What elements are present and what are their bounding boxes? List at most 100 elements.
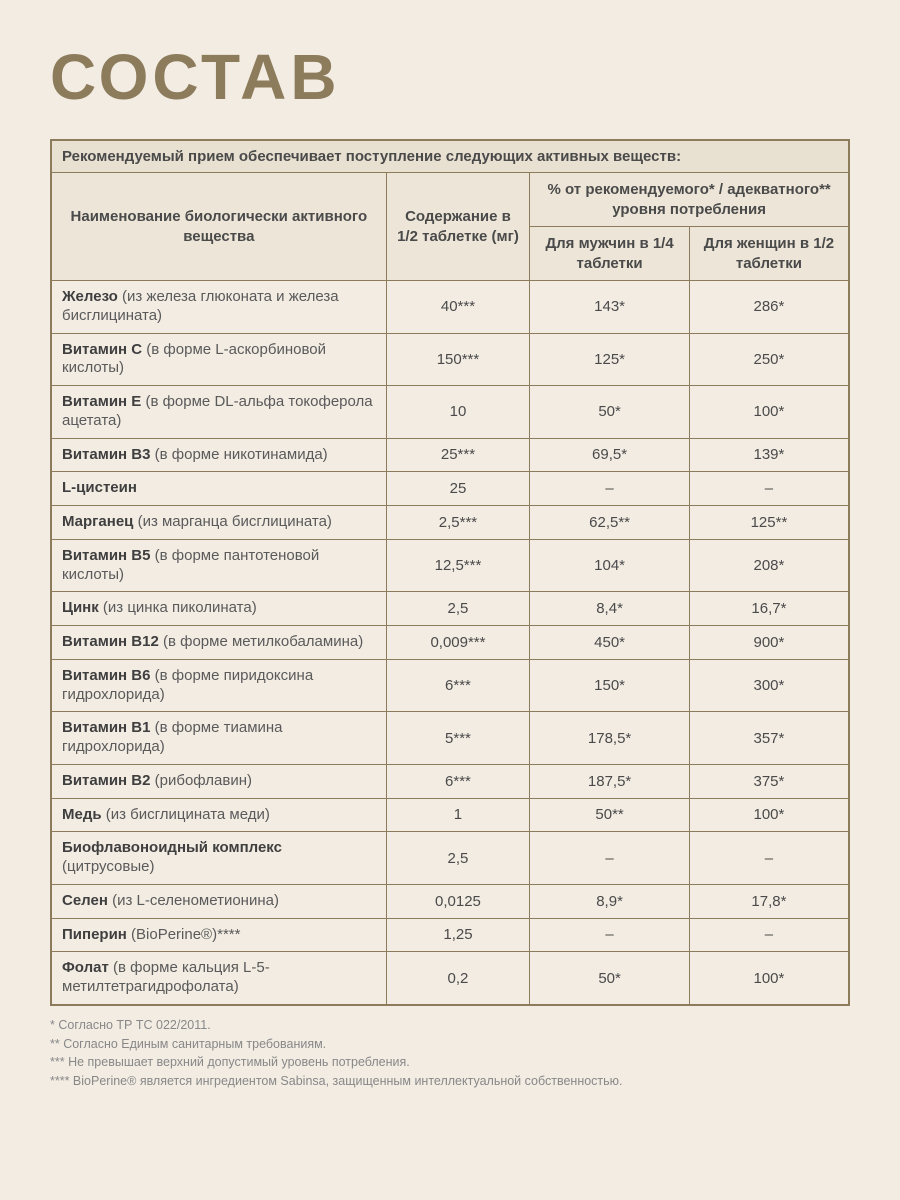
cell-women: 208*	[689, 539, 849, 592]
cell-content: 5***	[386, 712, 530, 765]
ingredient-bold: Марганец	[62, 513, 133, 530]
ingredient-bold: Биофлавоноидный комплекс	[62, 839, 282, 856]
table-caption: Рекомендуемый прием обеспечивает поступл…	[51, 140, 849, 173]
cell-content: 1	[386, 798, 530, 832]
cell-women: 100*	[689, 952, 849, 1005]
ingredient-bold: Пиперин	[62, 926, 127, 943]
cell-men: 8,9*	[530, 884, 690, 918]
cell-content: 0,2	[386, 952, 530, 1005]
cell-women: –	[689, 918, 849, 952]
ingredient-bold: Витамин С	[62, 341, 142, 358]
cell-content: 25	[386, 472, 530, 506]
ingredient-bold: Железо	[62, 288, 118, 305]
cell-name: Витамин В1 (в форме тиамина гидрохлорида…	[51, 712, 386, 765]
cell-women: 100*	[689, 386, 849, 439]
table-row: Витамин В2 (рибофлавин)6***187,5*375*	[51, 764, 849, 798]
col-header-men: Для мужчин в 1/4 таблетки	[530, 227, 690, 281]
composition-table: Рекомендуемый прием обеспечивает поступл…	[50, 139, 850, 1006]
footnotes-block: * Согласно ТР ТС 022/2011.** Согласно Ед…	[50, 1016, 850, 1091]
cell-name: Витамин В2 (рибофлавин)	[51, 764, 386, 798]
cell-women: 250*	[689, 333, 849, 386]
cell-name: L-цистеин	[51, 472, 386, 506]
cell-name: Витамин В5 (в форме пантотеновой кислоты…	[51, 539, 386, 592]
cell-men: 69,5*	[530, 438, 690, 472]
cell-name: Витамин В3 (в форме никотинамида)	[51, 438, 386, 472]
cell-men: 150*	[530, 659, 690, 712]
ingredient-detail: (из бисглицината меди)	[102, 806, 270, 823]
cell-women: 16,7*	[689, 592, 849, 626]
cell-content: 10	[386, 386, 530, 439]
cell-name: Витамин Е (в форме DL-альфа токоферола а…	[51, 386, 386, 439]
page-title: СОСТАВ	[50, 40, 850, 114]
cell-women: 17,8*	[689, 884, 849, 918]
footnote-line: **** BioPerine® является ингредиентом Sa…	[50, 1072, 850, 1091]
ingredient-bold: Витамин В6	[62, 667, 150, 684]
ingredient-detail: (цитрусовые)	[62, 858, 154, 875]
cell-women: 125**	[689, 506, 849, 540]
ingredient-bold: L-цистеин	[62, 479, 137, 496]
cell-name: Селен (из L-селенометионина)	[51, 884, 386, 918]
col-header-pct-group: % от рекомендуемого* / адекватного** уро…	[530, 173, 849, 227]
cell-content: 0,009***	[386, 626, 530, 660]
cell-name: Биофлавоноидный комплекс (цитрусовые)	[51, 832, 386, 885]
cell-content: 2,5	[386, 832, 530, 885]
cell-name: Медь (из бисглицината меди)	[51, 798, 386, 832]
col-header-women: Для женщин в 1/2 таблетки	[689, 227, 849, 281]
cell-men: 50**	[530, 798, 690, 832]
cell-name: Железо (из железа глюконата и железа бис…	[51, 281, 386, 334]
ingredient-bold: Витамин Е	[62, 393, 141, 410]
cell-men: 125*	[530, 333, 690, 386]
cell-content: 6***	[386, 764, 530, 798]
cell-name: Цинк (из цинка пиколината)	[51, 592, 386, 626]
table-row: Селен (из L-селенометионина)0,01258,9*17…	[51, 884, 849, 918]
cell-men: 104*	[530, 539, 690, 592]
ingredient-detail: (BioPerine®)****	[127, 926, 241, 943]
cell-men: 450*	[530, 626, 690, 660]
cell-name: Витамин В12 (в форме метилкобаламина)	[51, 626, 386, 660]
cell-content: 2,5	[386, 592, 530, 626]
cell-name: Марганец (из марганца бисглицината)	[51, 506, 386, 540]
ingredient-detail: (в форме метилкобаламина)	[159, 633, 363, 650]
table-row: Железо (из железа глюконата и железа бис…	[51, 281, 849, 334]
ingredient-bold: Селен	[62, 892, 108, 909]
cell-content: 2,5***	[386, 506, 530, 540]
cell-men: –	[530, 918, 690, 952]
table-row: Биофлавоноидный комплекс (цитрусовые)2,5…	[51, 832, 849, 885]
cell-men: 50*	[530, 386, 690, 439]
cell-men: –	[530, 832, 690, 885]
table-row: Витамин В3 (в форме никотинамида)25***69…	[51, 438, 849, 472]
cell-men: 143*	[530, 281, 690, 334]
cell-name: Витамин В6 (в форме пиридоксина гидрохло…	[51, 659, 386, 712]
cell-women: 357*	[689, 712, 849, 765]
ingredient-detail: (из марганца бисглицината)	[133, 513, 332, 530]
ingredient-detail: (рибофлавин)	[150, 772, 252, 789]
cell-women: –	[689, 832, 849, 885]
cell-women: 900*	[689, 626, 849, 660]
table-row: Цинк (из цинка пиколината)2,58,4*16,7*	[51, 592, 849, 626]
table-row: Марганец (из марганца бисглицината)2,5**…	[51, 506, 849, 540]
footnote-line: *** Не превышает верхний допустимый уров…	[50, 1053, 850, 1072]
cell-men: 187,5*	[530, 764, 690, 798]
cell-men: 50*	[530, 952, 690, 1005]
cell-women: –	[689, 472, 849, 506]
table-row: Медь (из бисглицината меди)150**100*	[51, 798, 849, 832]
footnote-line: ** Согласно Единым санитарным требования…	[50, 1035, 850, 1054]
table-row: Фолат (в форме кальция L-5-метилтетрагид…	[51, 952, 849, 1005]
ingredient-bold: Цинк	[62, 599, 99, 616]
table-row: Витамин В6 (в форме пиридоксина гидрохло…	[51, 659, 849, 712]
ingredient-bold: Фолат	[62, 959, 109, 976]
ingredient-bold: Медь	[62, 806, 102, 823]
ingredient-bold: Витамин В5	[62, 547, 150, 564]
cell-women: 139*	[689, 438, 849, 472]
table-row: Витамин В12 (в форме метилкобаламина)0,0…	[51, 626, 849, 660]
cell-content: 12,5***	[386, 539, 530, 592]
col-header-name: Наименование биологически активного веще…	[51, 173, 386, 281]
ingredient-bold: Витамин В2	[62, 772, 150, 789]
table-row: Витамин Е (в форме DL-альфа токоферола а…	[51, 386, 849, 439]
col-header-content: Содержание в 1/2 таблетке (мг)	[386, 173, 530, 281]
cell-content: 40***	[386, 281, 530, 334]
table-row: Витамин В1 (в форме тиамина гидрохлорида…	[51, 712, 849, 765]
ingredient-detail: (из цинка пиколината)	[99, 599, 257, 616]
table-row: Витамин В5 (в форме пантотеновой кислоты…	[51, 539, 849, 592]
cell-content: 0,0125	[386, 884, 530, 918]
